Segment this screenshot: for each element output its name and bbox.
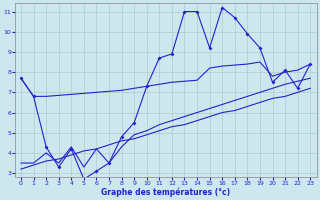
X-axis label: Graphe des températures (°c): Graphe des températures (°c) <box>101 187 230 197</box>
